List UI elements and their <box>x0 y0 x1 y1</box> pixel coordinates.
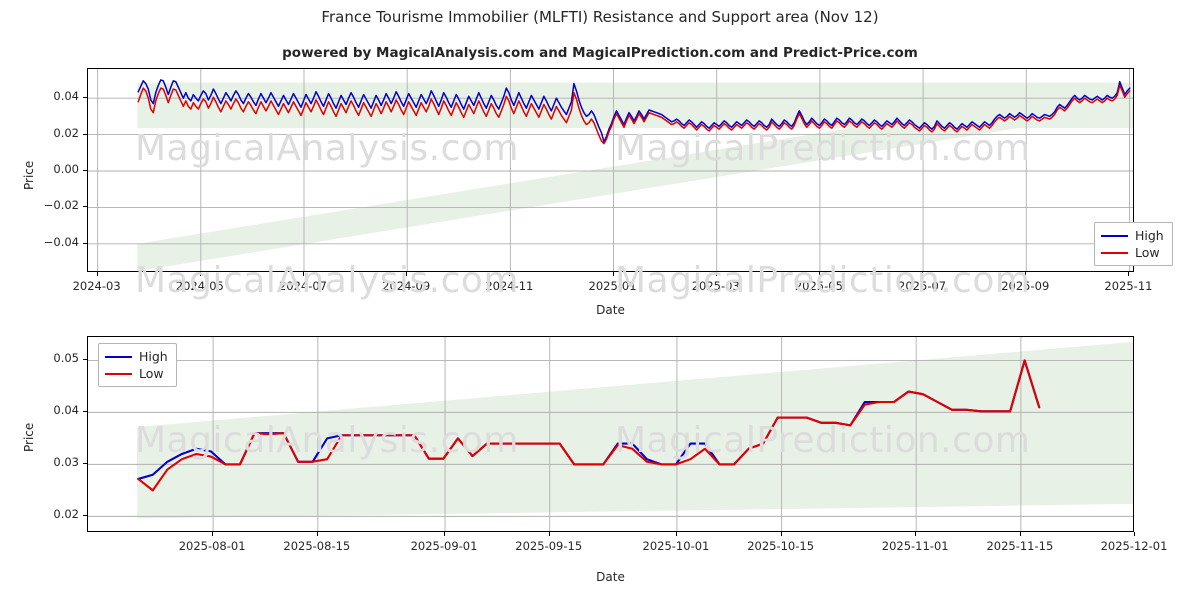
x-tick-mark <box>818 272 820 276</box>
series-line-low <box>137 359 1041 492</box>
x-tick-mark <box>1128 272 1130 276</box>
x-tick-label: 2025-09 <box>1001 279 1050 293</box>
x-tick-mark <box>780 532 782 536</box>
legend-item-high[interactable]: High <box>105 348 168 365</box>
x-tick-mark <box>406 272 408 276</box>
x-tick-mark <box>548 532 550 536</box>
y-tick-mark <box>83 242 87 244</box>
x-tick-mark <box>612 272 614 276</box>
x-tick-label: 2025-11-15 <box>986 539 1054 553</box>
x-tick-mark <box>922 272 924 276</box>
x-tick-mark <box>199 272 201 276</box>
upper-legend[interactable]: High Low <box>1094 222 1173 266</box>
y-tick-label: 0.03 <box>53 455 79 470</box>
x-tick-label: 2024-03 <box>72 279 121 293</box>
series-line-low <box>137 84 1131 145</box>
lower-y-axis-label: Price <box>22 422 36 452</box>
x-tick-label: 2025-09-15 <box>515 539 583 553</box>
x-tick-label: 2024-05 <box>175 279 224 293</box>
page-title: France Tourisme Immobilier (MLFTI) Resis… <box>321 8 879 26</box>
y-tick-mark <box>83 206 87 208</box>
x-tick-label: 2025-08-01 <box>178 539 246 553</box>
upper-plot-area <box>87 68 1134 272</box>
legend-swatch-icon <box>1101 234 1128 237</box>
page-subtitle: powered by MagicalAnalysis.com and Magic… <box>282 45 918 61</box>
y-tick-mark <box>83 359 87 361</box>
x-tick-label: 2025-10-01 <box>642 539 710 553</box>
legend-item-low[interactable]: Low <box>105 365 168 382</box>
y-tick-label: 0.04 <box>53 89 79 104</box>
lower-legend[interactable]: High Low <box>98 343 177 387</box>
x-tick-label: 2025-10-15 <box>747 539 815 553</box>
upper-plot-svg <box>88 69 1133 271</box>
legend-swatch-icon <box>1101 251 1128 254</box>
lower-x-axis-label: Date <box>596 570 625 584</box>
x-tick-label: 2025-01 <box>588 279 637 293</box>
y-tick-label: 0.02 <box>53 125 79 140</box>
y-tick-label: 0.05 <box>53 351 79 366</box>
legend-label: Low <box>139 366 164 381</box>
upper-x-axis-label: Date <box>596 303 625 317</box>
x-tick-label: 2024-09 <box>382 279 431 293</box>
y-tick-label: −0.04 <box>43 234 79 249</box>
legend-item-high[interactable]: High <box>1101 227 1164 244</box>
x-tick-mark <box>96 272 98 276</box>
y-tick-mark <box>83 170 87 171</box>
lower-plot-area <box>87 336 1134 532</box>
y-tick-label: 0.00 <box>53 162 79 176</box>
x-tick-mark <box>316 532 318 536</box>
x-tick-mark <box>1025 272 1027 276</box>
x-tick-label: 2025-12-01 <box>1100 539 1168 553</box>
y-tick-label: −0.02 <box>43 198 79 213</box>
upper-chart-panel <box>87 68 1134 272</box>
x-tick-mark <box>1019 532 1021 536</box>
x-tick-label: 2025-07 <box>898 279 947 293</box>
x-tick-label: 2025-11 <box>1104 279 1153 293</box>
x-tick-label: 2025-05 <box>794 279 843 293</box>
x-tick-label: 2024-11 <box>485 279 534 293</box>
x-tick-mark <box>444 532 446 536</box>
legend-item-low[interactable]: Low <box>1101 244 1164 261</box>
series-line-high <box>137 79 1131 143</box>
lower-plot-svg <box>88 337 1133 531</box>
y-tick-mark <box>83 463 87 465</box>
x-tick-label: 2024-07 <box>278 279 328 293</box>
legend-label: High <box>1135 228 1164 243</box>
x-tick-mark <box>302 272 304 276</box>
x-tick-mark <box>1134 532 1135 536</box>
y-tick-mark <box>83 133 87 135</box>
x-tick-label: 2025-09-01 <box>410 539 478 553</box>
y-tick-label: 0.04 <box>53 403 79 418</box>
support-rising-band <box>137 82 1133 271</box>
y-tick-mark <box>83 515 87 517</box>
x-tick-mark <box>509 272 511 276</box>
legend-swatch-icon <box>105 372 132 375</box>
legend-label: Low <box>1135 245 1160 260</box>
x-tick-label: 2025-11-01 <box>881 539 949 553</box>
x-tick-label: 2025-03 <box>691 279 740 293</box>
legend-label: High <box>139 349 168 364</box>
y-tick-mark <box>83 411 87 413</box>
support-rising-band <box>137 341 1133 519</box>
x-tick-label: 2025-08-15 <box>283 539 351 553</box>
lower-chart-panel <box>87 336 1134 532</box>
x-tick-mark <box>675 532 677 536</box>
y-tick-mark <box>83 97 87 99</box>
x-tick-mark <box>915 532 917 536</box>
x-tick-mark <box>212 532 214 536</box>
legend-swatch-icon <box>105 355 132 358</box>
x-tick-mark <box>715 272 717 276</box>
y-tick-label: 0.02 <box>53 507 79 522</box>
